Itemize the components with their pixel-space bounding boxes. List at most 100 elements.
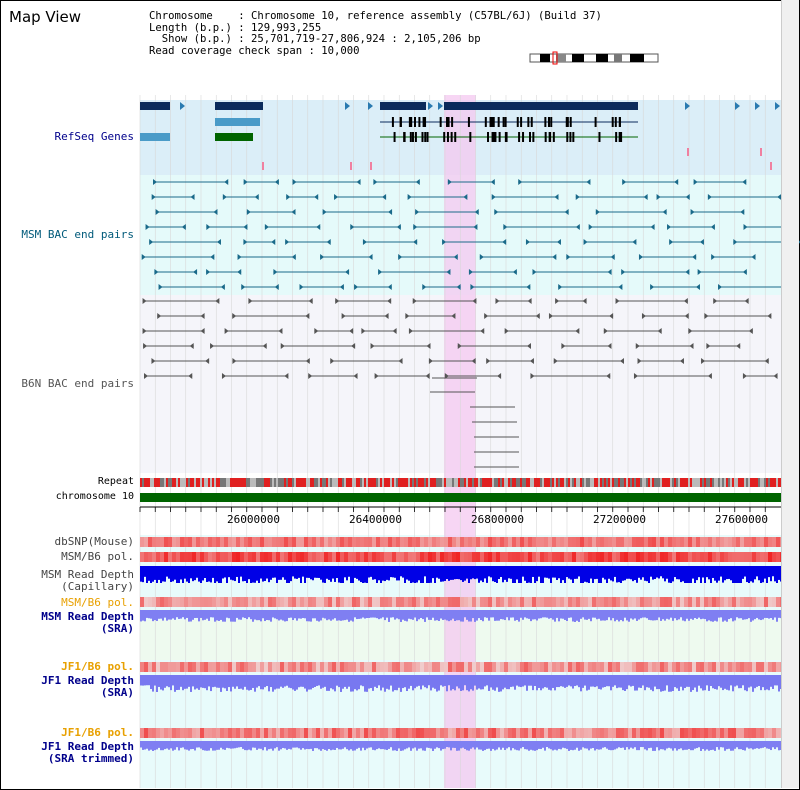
depth-bar — [284, 566, 286, 580]
heat-cell — [316, 537, 320, 547]
repeat-segment — [612, 478, 614, 487]
heat-cell — [512, 597, 516, 607]
depth-bar — [182, 741, 184, 748]
heat-cell — [328, 728, 332, 738]
repeat-segment — [482, 478, 484, 487]
label-refseq-genes[interactable]: RefSeq Genes — [54, 130, 134, 143]
refseq-genes-track[interactable] — [140, 102, 780, 170]
depth-bar — [498, 675, 500, 692]
repeat-segment — [470, 478, 472, 487]
repeat-segment — [360, 478, 362, 487]
depth-bar — [588, 610, 590, 619]
depth-bar — [520, 741, 522, 749]
heat-cell — [188, 597, 192, 607]
depth-bar — [566, 566, 568, 578]
repeat-segment — [338, 478, 340, 487]
heat-cell — [560, 552, 564, 562]
repeat-segment — [622, 478, 624, 487]
heat-tracks[interactable] — [140, 537, 784, 738]
b6n-bac-end-pairs-track[interactable] — [142, 298, 778, 468]
depth-bar — [466, 610, 468, 620]
chromosome-ideogram-icon[interactable] — [529, 51, 659, 65]
heat-cell — [576, 537, 580, 547]
depth-bar — [198, 741, 200, 748]
depth-bar — [394, 741, 396, 751]
heat-cell — [548, 597, 552, 607]
repeat-segment — [496, 478, 498, 487]
heat-cell — [204, 537, 208, 547]
heat-cell — [164, 552, 168, 562]
depth-bar — [420, 741, 422, 749]
depth-bar — [754, 566, 756, 580]
heat-cell — [644, 597, 648, 607]
depth-bar — [432, 566, 434, 579]
heat-cell — [352, 662, 356, 672]
repeat-track[interactable] — [140, 478, 782, 487]
depth-bar — [432, 741, 434, 751]
heat-cell — [584, 597, 588, 607]
depth-bar — [668, 566, 670, 583]
heat-cell — [568, 537, 572, 547]
label-b6n-bac[interactable]: B6N BAC end pairs — [21, 377, 134, 390]
depth-bar — [584, 675, 586, 686]
depth-bar — [272, 741, 274, 751]
end-pair-arrow — [378, 269, 383, 275]
depth-bar — [150, 741, 152, 750]
depth-bar — [596, 675, 598, 687]
depth-bar — [224, 566, 226, 578]
depth-tracks[interactable] — [140, 566, 782, 751]
depth-bar — [710, 610, 712, 622]
depth-bar — [434, 566, 436, 583]
depth-bar — [192, 741, 194, 749]
chromosome-bar[interactable] — [140, 493, 781, 502]
depth-bar — [594, 566, 596, 580]
vertical-scrollbar[interactable] — [781, 0, 799, 788]
heat-cell — [544, 728, 548, 738]
depth-bar — [336, 675, 338, 686]
depth-bar — [578, 675, 580, 688]
heat-cell — [464, 537, 468, 547]
depth-bar — [666, 675, 668, 686]
depth-bar — [716, 566, 718, 583]
depth-bar — [506, 610, 508, 618]
end-pair-arrow — [607, 269, 612, 275]
end-pair-arrow — [470, 284, 475, 290]
depth-bar — [738, 741, 740, 750]
heat-cell — [536, 597, 540, 607]
repeat-segment — [222, 478, 224, 487]
depth-bar — [218, 610, 220, 621]
depth-bar — [282, 675, 284, 688]
depth-bar — [468, 741, 470, 751]
depth-bar — [194, 610, 196, 618]
end-pair-arrow — [382, 194, 387, 200]
depth-bar — [594, 741, 596, 751]
repeat-segment — [586, 478, 588, 487]
repeat-segment — [536, 478, 538, 487]
heat-cell — [528, 552, 532, 562]
heat-cell — [144, 728, 148, 738]
label-dbsnp: dbSNP(Mouse) — [54, 535, 134, 548]
depth-bar — [464, 741, 466, 750]
repeat-segment — [764, 478, 766, 487]
heat-cell — [532, 728, 536, 738]
heat-cell — [696, 537, 700, 547]
label-msm-bac[interactable]: MSM BAC end pairs — [21, 228, 134, 241]
depth-bar — [646, 741, 648, 751]
depth-bar — [208, 675, 210, 687]
msm-bac-end-pairs-track[interactable] — [141, 179, 800, 290]
heat-cell — [336, 728, 340, 738]
heat-cell — [264, 662, 268, 672]
exon — [450, 132, 453, 142]
depth-bar — [306, 741, 308, 749]
depth-bar — [560, 741, 562, 750]
depth-bar — [596, 566, 598, 579]
heat-cell — [352, 728, 356, 738]
depth-bar — [474, 566, 476, 580]
heat-cell — [288, 728, 292, 738]
end-pair-arrow — [345, 269, 350, 275]
end-pair-arrow — [486, 358, 491, 364]
heat-cell — [740, 597, 744, 607]
depth-bar — [344, 610, 346, 621]
depth-bar — [384, 566, 386, 582]
